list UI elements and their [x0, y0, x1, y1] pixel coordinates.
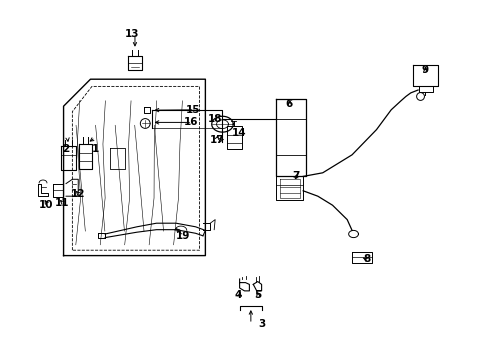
- Text: 1: 1: [92, 144, 99, 154]
- Text: 14: 14: [232, 128, 246, 138]
- Text: 6: 6: [285, 99, 291, 109]
- Text: 9: 9: [421, 65, 428, 75]
- Text: 11: 11: [55, 198, 69, 208]
- Text: 12: 12: [71, 189, 85, 199]
- Text: 3: 3: [258, 319, 264, 329]
- Text: 16: 16: [183, 117, 198, 127]
- Text: 13: 13: [124, 29, 139, 39]
- Text: 7: 7: [291, 171, 299, 181]
- Text: 15: 15: [185, 105, 200, 115]
- Text: 18: 18: [207, 114, 222, 124]
- Text: 10: 10: [39, 200, 54, 210]
- Text: 2: 2: [62, 144, 69, 154]
- Text: 17: 17: [210, 135, 224, 145]
- Text: 19: 19: [176, 231, 190, 241]
- Text: 8: 8: [363, 254, 369, 264]
- Text: 4: 4: [234, 290, 242, 300]
- Text: 5: 5: [254, 290, 261, 300]
